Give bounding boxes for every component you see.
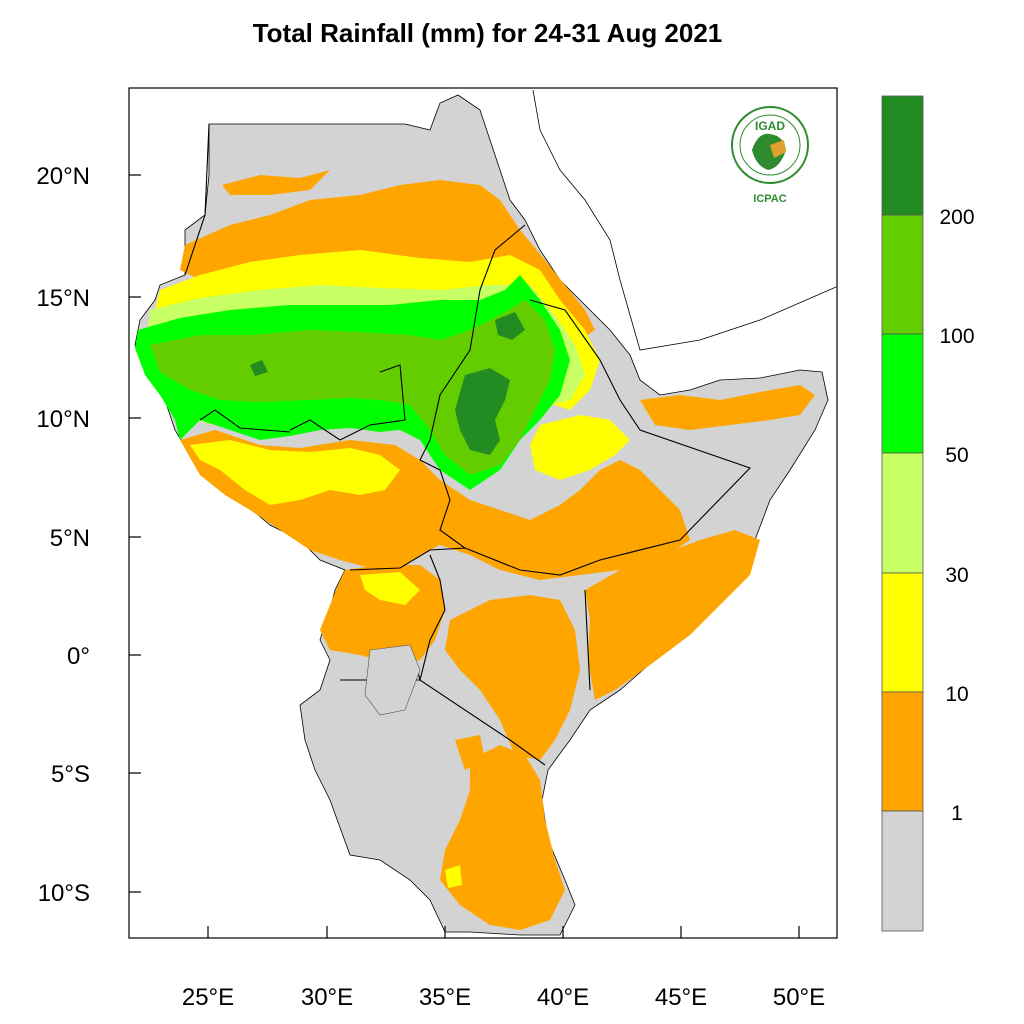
colorbar-segment-6 (881, 214, 924, 335)
rain-1-10-kenya (445, 595, 580, 760)
colorbar-label: 10 (945, 683, 968, 706)
rain-1-10-tanzania (440, 745, 565, 930)
colorbar-segment-5 (881, 333, 924, 454)
lat-tick-label: 20°N (36, 163, 90, 190)
colorbar (881, 95, 924, 932)
rain-10-30-tanzania (445, 865, 462, 888)
lat-tick-label: 10°N (36, 406, 90, 433)
map-title: Total Rainfall (mm) for 24-31 Aug 2021 (252, 18, 723, 48)
lon-tick-label: 30°E (301, 984, 353, 1011)
colorbar-label: 100 (939, 325, 974, 348)
lat-tick-label: 10°S (38, 880, 90, 907)
lat-tick-label: 15°N (36, 285, 90, 312)
rain-1-10-horn (640, 385, 815, 430)
rain-10-30-ethiopia-south (530, 415, 630, 480)
colorbar-label: 1 (951, 802, 963, 825)
lat-axis (129, 174, 141, 893)
lat-tick-label: 5°S (51, 761, 90, 788)
colorbar-label: 30 (945, 564, 968, 587)
lon-tick-label: 35°E (419, 984, 471, 1011)
rainfall-map (129, 88, 837, 938)
icpac-logo: IGAD ICPAC (731, 106, 809, 205)
lon-tick-label: 25°E (182, 984, 234, 1011)
rain-over-200-ethiopia (455, 368, 510, 455)
rain-over-200-sudan (250, 360, 268, 376)
logo-bottom-text: ICPAC (753, 193, 786, 205)
lon-tick-label: 45°E (655, 984, 707, 1011)
rain-10-30-central (190, 440, 400, 505)
lat-tick-label: 0° (67, 643, 90, 670)
lake-victoria (364, 644, 421, 716)
colorbar-segment-2 (881, 691, 924, 812)
lon-tick-label: 40°E (537, 984, 589, 1011)
colorbar-segment-4 (881, 452, 924, 574)
coastline-red-sea (532, 89, 837, 351)
rain-1-10-tanzania-west (455, 735, 485, 770)
lon-axis (207, 926, 800, 938)
rain-100-200-sahel (150, 300, 555, 475)
rain-10-30-uganda (360, 572, 420, 605)
colorbar-label: 200 (939, 206, 974, 229)
map-frame (128, 87, 838, 939)
logo-top-text: IGAD (755, 119, 785, 133)
rain-1-10-tail (222, 170, 330, 195)
colorbar-segment-7 (881, 95, 924, 216)
lon-tick-label: 50°E (773, 984, 825, 1011)
rain-over-200-ethiopia-north (495, 312, 525, 340)
colorbar-segment-1 (881, 810, 924, 932)
colorbar-segment-3 (881, 572, 924, 693)
colorbar-label: 50 (945, 444, 968, 467)
rain-1-10-somalia (585, 530, 760, 700)
lat-tick-label: 5°N (50, 525, 90, 552)
